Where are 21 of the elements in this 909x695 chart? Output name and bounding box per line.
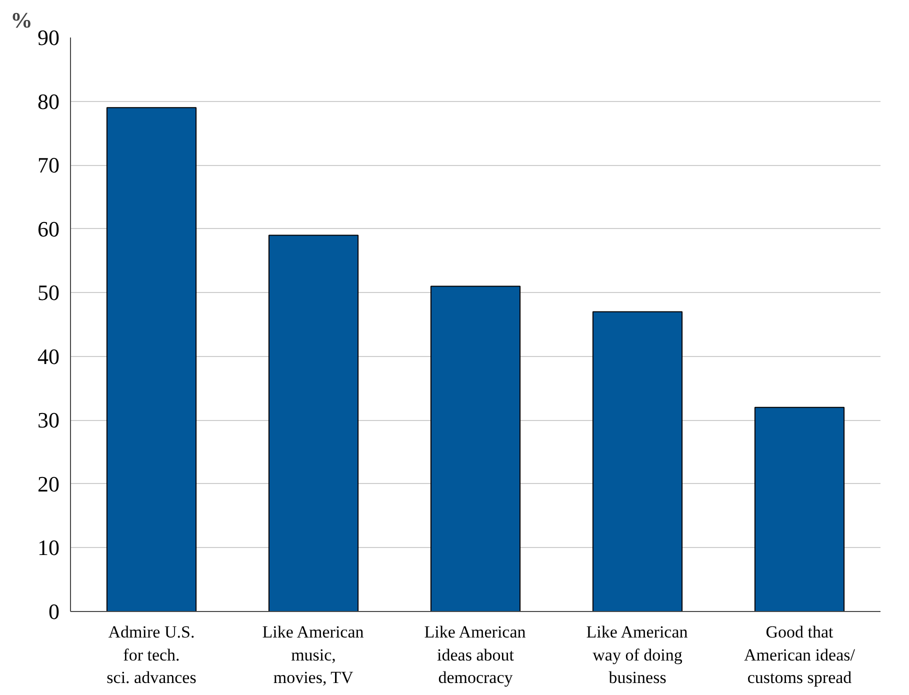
- y-tick-label: 80: [38, 88, 60, 114]
- y-tick-label: 50: [38, 280, 60, 306]
- y-tick-label: 60: [38, 216, 60, 242]
- y-tick-label: 90: [38, 25, 60, 50]
- bar: [430, 286, 521, 612]
- y-tick-label: 30: [38, 408, 60, 433]
- bar: [754, 406, 845, 612]
- x-tick-label: Like American ideas about democracy: [424, 622, 526, 688]
- x-tick-label: Good that American ideas/ customs spread: [744, 622, 856, 688]
- x-tick-label: Admire U.S. for tech. sci. advances: [106, 622, 196, 688]
- x-tick-label: Like American way of doing business: [586, 622, 688, 688]
- bar: [106, 107, 197, 612]
- y-axis-title: %: [10, 8, 32, 32]
- y-tick-label: 0: [48, 599, 60, 624]
- y-tick-label: 10: [38, 535, 60, 560]
- bar: [592, 311, 683, 612]
- x-tick-label: Like American music, movies, TV: [262, 622, 364, 688]
- bar: [268, 234, 359, 612]
- y-tick-label: 70: [38, 152, 60, 178]
- y-tick-label: 40: [38, 344, 60, 369]
- y-tick-label: 20: [38, 471, 60, 496]
